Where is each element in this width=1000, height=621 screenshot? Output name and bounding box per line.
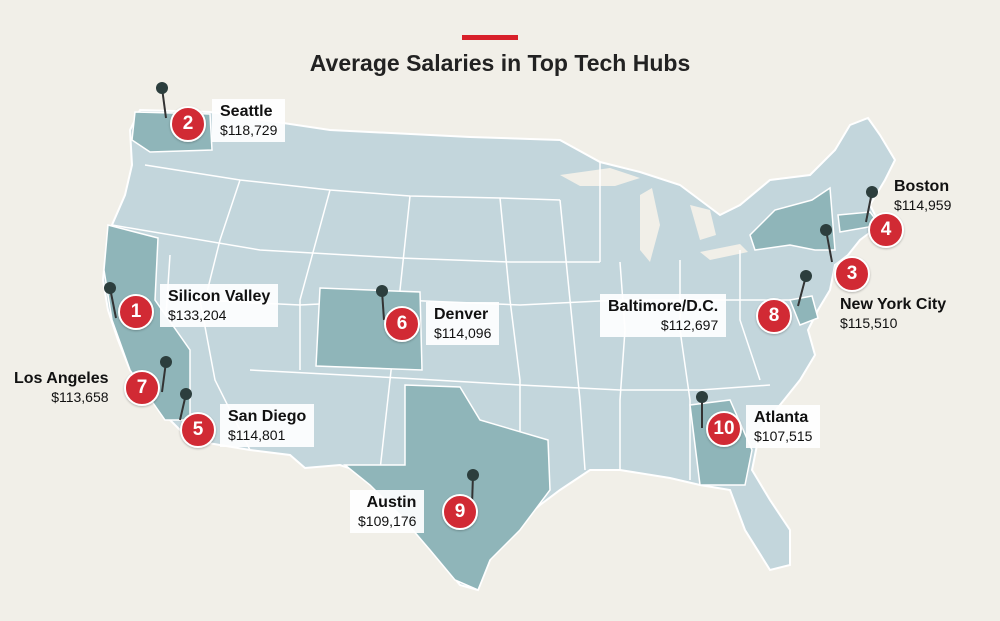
pin-silicon-valley [104,282,117,319]
hub-salary: $114,096 [434,325,492,341]
pin-new-york [820,224,833,263]
new-york-state [749,186,836,251]
hub-label-los-angeles: Los Angeles $113,658 [6,366,117,409]
hub-city: Denver [434,306,489,323]
hub-label-baltimore-dc: Baltimore/D.C. $112,697 [600,294,727,337]
lake-erie [700,244,748,260]
lake-michigan [640,188,660,262]
page-title: Average Salaries in Top Tech Hubs [309,50,691,76]
hub-city: Baltimore/D.C. [608,298,719,315]
hub-label-seattle: Seattle $118,729 [212,99,286,142]
hub-city: Boston [894,178,950,195]
hub-salary: $133,204 [168,307,227,323]
hub-city: Los Angeles [14,370,109,387]
hub-salary: $109,176 [358,513,417,529]
pin-los-angeles [160,356,172,393]
hub-salary: $107,515 [754,428,813,444]
pin-seattle [156,82,168,119]
maryland-dc-area [788,295,819,326]
hub-city: Seattle [220,103,273,120]
hub-label-austin: Austin $109,176 [350,490,425,533]
pin-denver [376,285,388,321]
lake-huron [690,205,716,240]
rank-badge: 4 [868,212,904,248]
map-pins [104,82,878,506]
hub-city: Atlanta [754,409,809,426]
hub-city: Silicon Valley [168,288,271,305]
rank-badge: 7 [124,370,160,406]
pin-san-diego [179,388,192,421]
hub-label-boston: Boston $114,959 [886,174,959,217]
rank-badge: 5 [180,412,216,448]
hub-city: Austin [366,494,417,511]
hub-city: San Diego [228,408,307,425]
texas-state [342,384,551,591]
rank-badge: 9 [442,494,478,530]
rank-badge: 10 [706,411,742,447]
hub-label-denver: Denver $114,096 [426,302,500,345]
rank-badge: 3 [834,256,870,292]
pin-baltimore [797,270,812,307]
hub-label-atlanta: Atlanta $107,515 [746,405,821,448]
hub-salary: $118,729 [220,122,278,138]
hub-salary: $114,959 [894,197,952,213]
hub-label-san-diego: San Diego $114,801 [220,404,315,447]
rank-badge: 6 [384,306,420,342]
pin-boston [865,186,878,223]
rank-badge: 2 [170,106,206,142]
hub-label-new-york-city: New York City $115,510 [832,292,954,335]
hub-salary: $113,658 [51,389,109,405]
hub-salary: $112,697 [660,317,719,333]
title-accent-bar [462,35,518,40]
pin-atlanta [696,391,708,428]
hub-label-silicon-valley: Silicon Valley $133,204 [160,284,279,327]
hub-city: New York City [840,296,947,313]
hub-salary: $114,801 [228,427,286,443]
rank-badge: 8 [756,298,792,334]
hub-salary: $115,510 [840,315,898,331]
rank-badge: 1 [118,294,154,330]
state-borders [111,162,800,480]
